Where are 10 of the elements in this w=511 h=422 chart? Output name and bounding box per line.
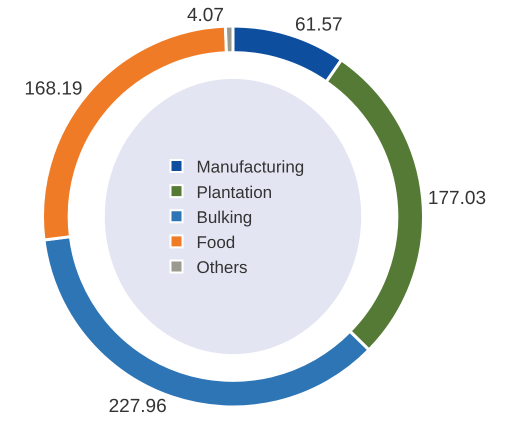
data-label: 227.96 — [108, 396, 167, 417]
legend-label: Plantation — [196, 182, 272, 202]
legend-label: Others — [196, 258, 248, 278]
legend-label: Food — [196, 232, 236, 252]
data-label: 4.07 — [186, 5, 224, 26]
legend-label: Bulking — [196, 208, 252, 227]
data-label: 61.57 — [295, 14, 343, 36]
legend-label: Manufacturing — [196, 158, 304, 177]
data-label: 168.19 — [24, 78, 82, 100]
data-label: 177.03 — [428, 188, 486, 209]
